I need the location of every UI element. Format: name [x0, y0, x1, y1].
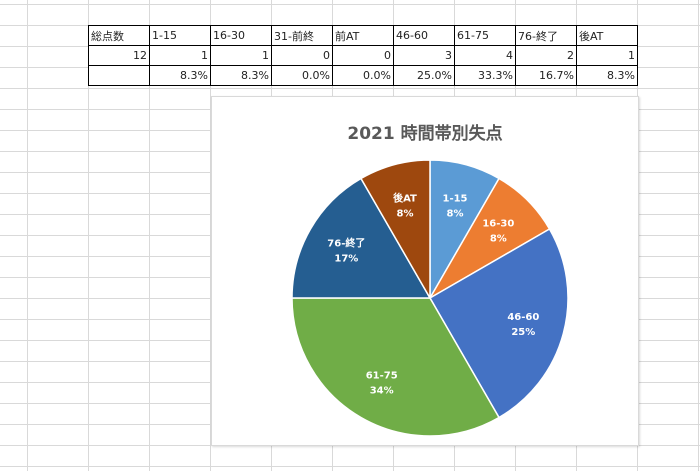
cell-count[interactable]: 1 [576, 45, 638, 66]
cell-header[interactable]: 総点数 [88, 25, 150, 46]
slice-percent-label: 8% [447, 209, 464, 220]
cell-count[interactable]: 0 [271, 45, 333, 66]
cell-header[interactable]: 1-15 [149, 25, 211, 46]
pie-slice[interactable] [428, 227, 569, 419]
slice-category-label: 76-終了 [327, 237, 365, 250]
cell-percent[interactable]: 33.3% [454, 65, 516, 86]
slice-percent-label: 8% [490, 234, 507, 245]
cell-header[interactable]: 16-30 [210, 25, 272, 46]
pie-chart[interactable]: 2021 時間帯別失点 1-15 8% 16-30 8% 46-60 25% 61-75 34… [211, 96, 639, 446]
data-table: 総点数 1-15 16-30 31-前終 前AT 46-60 61-75 76-… [88, 25, 638, 86]
cell-header[interactable]: 前AT [332, 25, 394, 46]
cell-header[interactable]: 76-終了 [515, 25, 577, 46]
cell-count[interactable]: 1 [149, 45, 211, 66]
cell-count[interactable]: 1 [210, 45, 272, 66]
slice-category-label: 46-60 [507, 312, 539, 323]
cell-count[interactable]: 2 [515, 45, 577, 66]
slice-category-label: 61-75 [366, 371, 398, 382]
slice-percent-label: 25% [511, 327, 535, 338]
slice-category-label: 16-30 [482, 219, 514, 230]
cell-percent[interactable]: 8.3% [149, 65, 211, 86]
count-row: 12 1 1 0 0 3 4 2 1 [88, 45, 638, 66]
cell-header[interactable]: 31-前終 [271, 25, 333, 46]
cell-header[interactable]: 61-75 [454, 25, 516, 46]
slice-category-label: 1-15 [442, 194, 467, 205]
cell-percent[interactable]: 25.0% [393, 65, 455, 86]
slice-category-label: 後AT [393, 192, 417, 205]
cell-count[interactable]: 0 [332, 45, 394, 66]
cell-percent[interactable]: 16.7% [515, 65, 577, 86]
slice-percent-label: 17% [334, 254, 358, 265]
slice-percent-label: 34% [370, 386, 394, 397]
cell-header[interactable]: 後AT [576, 25, 638, 46]
cell-header[interactable]: 46-60 [393, 25, 455, 46]
slice-percent-label: 8% [397, 209, 414, 220]
percent-row: 8.3% 8.3% 0.0% 0.0% 25.0% 33.3% 16.7% 8.… [88, 65, 638, 86]
pie-slice[interactable] [359, 159, 431, 301]
cell-percent[interactable]: 0.0% [332, 65, 394, 86]
cell-percent[interactable]: 8.3% [576, 65, 638, 86]
cell-count[interactable]: 3 [393, 45, 455, 66]
cell-percent[interactable]: 0.0% [271, 65, 333, 86]
cell-count[interactable]: 4 [454, 45, 516, 66]
cell-percent[interactable]: 8.3% [210, 65, 272, 86]
header-row: 総点数 1-15 16-30 31-前終 前AT 46-60 61-75 76-… [88, 25, 638, 46]
pie-slice[interactable] [291, 177, 432, 299]
pie-chart-svg: 1-15 8% 16-30 8% 46-60 25% 61-75 34% 76-終了 17% 後AT… [291, 159, 569, 437]
cell-count[interactable]: 12 [88, 45, 150, 66]
cell-percent[interactable] [88, 65, 150, 86]
pie-slice[interactable] [291, 297, 501, 437]
chart-title: 2021 時間帯別失点 [347, 124, 503, 144]
